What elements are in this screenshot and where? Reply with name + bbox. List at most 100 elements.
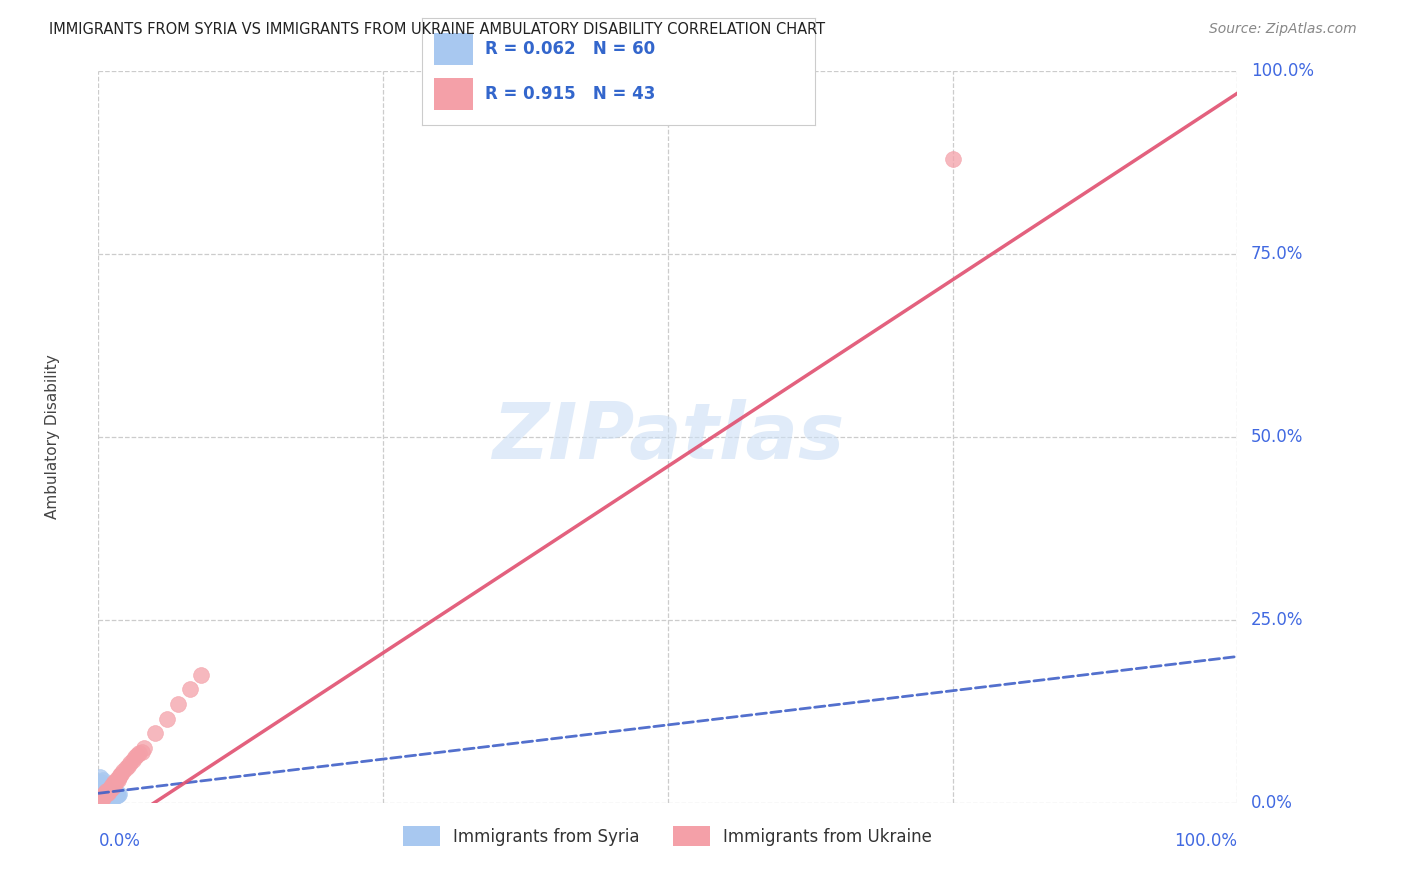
Point [101, 778, 124, 792]
Point [156, 712, 179, 726]
Point [93, 787, 115, 801]
Point [127, 748, 149, 763]
Point [98, 781, 121, 796]
Point [90, 789, 112, 803]
Point [90, 789, 112, 804]
Point [90, 780, 112, 794]
Point [94, 790, 117, 805]
Point [128, 746, 150, 760]
Point [93, 789, 115, 804]
Point [101, 788, 124, 802]
Point [103, 789, 125, 803]
Point [96, 789, 118, 803]
Point [100, 780, 122, 794]
Point [114, 761, 136, 775]
Point [131, 745, 153, 759]
Point [94, 789, 117, 803]
Point [91, 785, 114, 799]
Point [94, 786, 117, 800]
Point [98, 783, 121, 797]
Text: 100.0%: 100.0% [1251, 62, 1315, 80]
Point [90, 792, 112, 806]
Point [103, 778, 125, 792]
Point [103, 786, 125, 800]
Point [132, 740, 155, 755]
Bar [433, 33, 472, 65]
Point [108, 768, 131, 782]
Text: R = 0.915   N = 43: R = 0.915 N = 43 [485, 85, 655, 103]
Text: 50.0%: 50.0% [1251, 428, 1303, 446]
Point [105, 789, 128, 803]
Point [90, 786, 112, 800]
Text: 75.0%: 75.0% [1251, 245, 1303, 263]
Point [90, 793, 112, 807]
Bar [433, 78, 472, 110]
Point [105, 786, 128, 800]
Point [145, 726, 167, 740]
Point [90, 792, 112, 806]
Point [96, 787, 118, 801]
Point [96, 789, 118, 804]
Point [105, 772, 128, 787]
Point [90, 794, 112, 808]
Point [97, 789, 120, 804]
Point [97, 788, 120, 802]
Point [98, 786, 121, 800]
Point [93, 792, 115, 806]
Point [90, 784, 112, 798]
Point [98, 790, 121, 805]
Point [110, 766, 132, 780]
Point [91, 790, 114, 805]
Point [107, 773, 129, 788]
Point [101, 789, 124, 804]
Point [93, 786, 115, 800]
Point [91, 789, 114, 804]
Text: 25.0%: 25.0% [1251, 611, 1303, 629]
Point [190, 667, 212, 681]
Point [98, 789, 121, 803]
Point [104, 789, 127, 804]
Point [91, 789, 114, 803]
Point [89, 789, 111, 804]
Point [91, 791, 114, 805]
Point [103, 789, 125, 804]
Point [167, 697, 190, 711]
Point [101, 786, 124, 800]
Point [90, 789, 112, 804]
Point [96, 786, 118, 800]
Point [108, 770, 131, 784]
Point [124, 750, 146, 764]
Point [94, 783, 117, 797]
Point [100, 787, 122, 801]
Point [96, 784, 118, 798]
Text: 0.0%: 0.0% [1251, 794, 1294, 812]
Point [89, 770, 111, 784]
Point [89, 791, 111, 805]
Point [89, 787, 111, 801]
Point [103, 787, 125, 801]
Text: R = 0.062   N = 60: R = 0.062 N = 60 [485, 40, 655, 58]
Point [97, 786, 120, 800]
Text: IMMIGRANTS FROM SYRIA VS IMMIGRANTS FROM UKRAINE AMBULATORY DISABILITY CORRELATI: IMMIGRANTS FROM SYRIA VS IMMIGRANTS FROM… [49, 22, 825, 37]
Point [94, 786, 117, 800]
Point [117, 759, 139, 773]
Point [93, 788, 115, 802]
Text: ZIPatlas: ZIPatlas [492, 399, 844, 475]
Point [96, 785, 118, 799]
Legend: Immigrants from Syria, Immigrants from Ukraine: Immigrants from Syria, Immigrants from U… [396, 820, 939, 853]
Point [96, 790, 118, 805]
Point [108, 787, 131, 801]
Point [104, 787, 127, 801]
Text: 0.0%: 0.0% [98, 832, 141, 850]
Point [90, 775, 112, 789]
Point [120, 756, 142, 770]
Text: Source: ZipAtlas.com: Source: ZipAtlas.com [1209, 22, 1357, 37]
Point [94, 789, 117, 803]
Point [89, 794, 111, 808]
Point [112, 764, 135, 778]
Text: Ambulatory Disability: Ambulatory Disability [45, 355, 60, 519]
Point [100, 789, 122, 804]
Point [96, 791, 118, 805]
Point [107, 788, 129, 802]
Point [91, 782, 114, 797]
